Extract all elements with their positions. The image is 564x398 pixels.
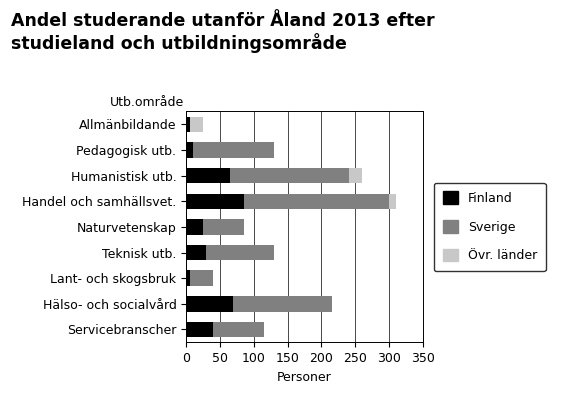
- Legend: Finland, Sverige, Övr. länder: Finland, Sverige, Övr. länder: [434, 183, 546, 271]
- Bar: [186, 271, 190, 286]
- Bar: [203, 219, 244, 234]
- X-axis label: Personer: Personer: [277, 371, 332, 384]
- Bar: [349, 168, 362, 183]
- Bar: [193, 142, 274, 158]
- Bar: [186, 219, 203, 234]
- Bar: [186, 142, 193, 158]
- Text: Andel studerande utanför Åland 2013 efter
studieland och utbildningsområde: Andel studerande utanför Åland 2013 efte…: [11, 12, 435, 53]
- Bar: [206, 245, 274, 260]
- Bar: [213, 322, 264, 337]
- Bar: [186, 117, 190, 132]
- Bar: [233, 296, 332, 312]
- Bar: [186, 193, 244, 209]
- Bar: [244, 193, 389, 209]
- Bar: [186, 322, 213, 337]
- Bar: [389, 193, 396, 209]
- Text: Utb.område: Utb.område: [111, 96, 184, 109]
- Bar: [230, 168, 349, 183]
- Bar: [190, 271, 213, 286]
- Bar: [186, 245, 206, 260]
- Bar: [186, 296, 233, 312]
- Bar: [186, 168, 230, 183]
- Bar: [190, 117, 203, 132]
